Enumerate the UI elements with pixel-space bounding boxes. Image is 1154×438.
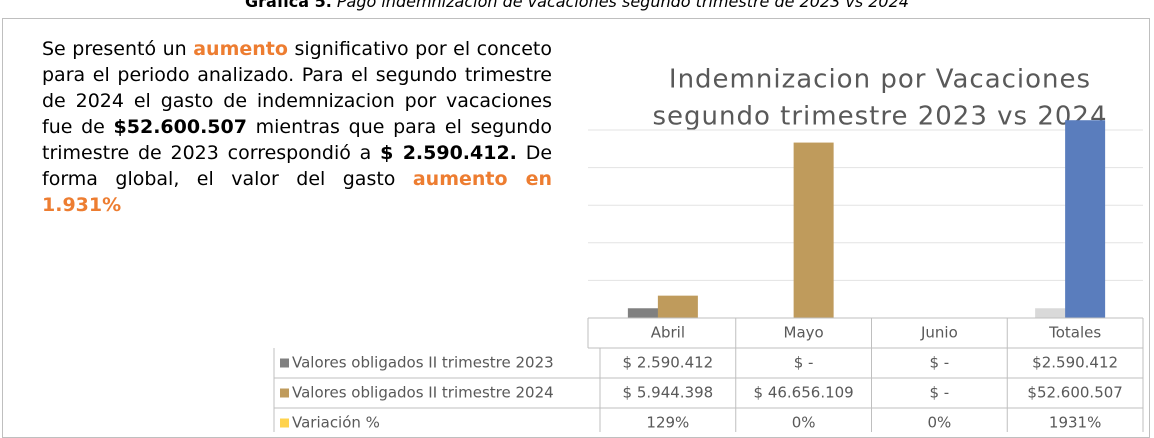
table-value: $ 2.590.412 [623,354,714,372]
chart-title: Indemnizacion por Vacaciones [669,65,1091,95]
table-value: 129% [646,414,689,432]
bar [1065,120,1105,318]
chart-title: segundo trimestre 2023 vs 2024 [652,102,1107,132]
bar [658,296,698,318]
table-value: $ - [930,354,950,372]
bar [794,143,834,318]
category-label: Totales [1048,324,1101,342]
table-value: $ - [794,354,814,372]
table-value: 1931% [1049,414,1101,432]
table-value: $2.590.412 [1032,354,1118,372]
legend-swatch [280,419,289,428]
table-value: 0% [792,414,816,432]
table-value: $52.600.507 [1027,384,1122,402]
table-value: $ - [930,384,950,402]
category-label: Abril [651,324,685,342]
legend-label: Valores obligados II trimestre 2023 [292,354,554,372]
table-value: 0% [927,414,951,432]
legend-label: Variación % [292,414,380,432]
legend-swatch [280,389,289,398]
legend-label: Valores obligados II trimestre 2024 [292,384,554,402]
category-label: Mayo [784,324,824,342]
legend-swatch [280,359,289,368]
table-value: $ 46.656.109 [754,384,854,402]
category-label: Junio [920,324,958,342]
table-value: $ 5.944.398 [623,384,714,402]
